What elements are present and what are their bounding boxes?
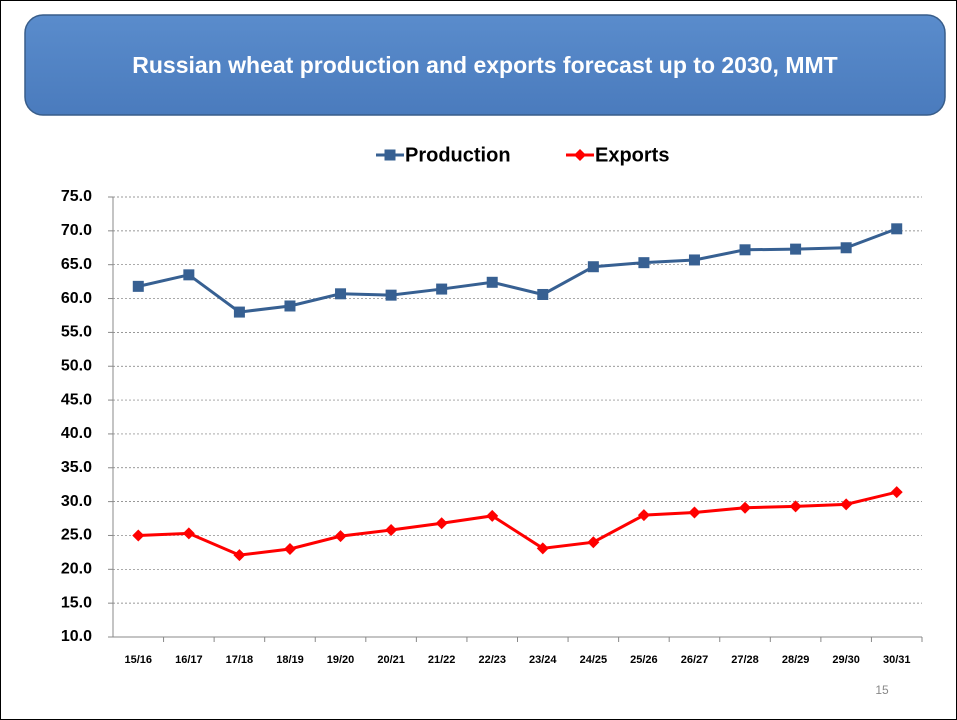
- x-tick-label: 19/20: [327, 654, 355, 666]
- data-point: [840, 498, 853, 511]
- data-point: [486, 509, 499, 522]
- y-tick-label: 20.0: [61, 561, 92, 578]
- legend-label: Production: [405, 144, 511, 166]
- data-point: [587, 536, 600, 549]
- x-tick-label: 29/30: [832, 654, 860, 666]
- x-tick-label: 22/23: [478, 654, 506, 666]
- y-tick-label: 25.0: [61, 527, 92, 544]
- data-point: [385, 289, 397, 301]
- data-point: [132, 529, 145, 542]
- data-point: [284, 300, 296, 312]
- x-tick-label: 17/18: [226, 654, 254, 666]
- data-point: [283, 543, 296, 555]
- x-tick-label: 15/16: [125, 654, 153, 666]
- data-point: [688, 506, 701, 519]
- legend-label: Exports: [595, 144, 669, 166]
- data-point: [739, 244, 751, 256]
- y-tick-label: 55.0: [61, 324, 92, 341]
- y-tick-label: 70.0: [61, 222, 92, 239]
- data-point: [183, 269, 195, 281]
- x-tick-label: 28/29: [782, 654, 810, 666]
- data-point: [637, 509, 650, 522]
- data-point: [638, 257, 650, 269]
- x-tick-label: 21/22: [428, 654, 456, 666]
- y-tick-label: 50.0: [61, 357, 92, 374]
- y-tick-label: 30.0: [61, 493, 92, 510]
- y-tick-label: 60.0: [61, 290, 92, 307]
- data-point: [335, 288, 347, 300]
- x-tick-label: 24/25: [580, 654, 608, 666]
- data-point: [385, 524, 398, 537]
- y-tick-label: 10.0: [61, 628, 92, 645]
- chart-title: Russian wheat production and exports for…: [132, 52, 837, 78]
- data-point: [486, 276, 498, 288]
- x-tick-label: 16/17: [175, 654, 203, 666]
- x-tick-label: 30/31: [883, 654, 911, 666]
- y-tick-label: 45.0: [61, 391, 92, 408]
- data-point: [739, 501, 752, 514]
- data-point: [789, 500, 802, 513]
- y-tick-label: 65.0: [61, 256, 92, 273]
- data-point: [688, 254, 700, 266]
- x-tick-label: 18/19: [276, 654, 304, 666]
- x-tick-label: 23/24: [529, 654, 557, 666]
- y-tick-label: 40.0: [61, 425, 92, 442]
- data-point: [790, 243, 802, 255]
- data-point: [435, 517, 448, 530]
- data-point: [891, 223, 903, 235]
- series-line: [137, 227, 898, 314]
- y-tick-label: 15.0: [61, 594, 92, 611]
- data-point: [334, 530, 347, 543]
- data-point: [132, 280, 144, 292]
- x-tick-label: 25/26: [630, 654, 658, 666]
- data-point: [233, 306, 245, 318]
- data-point: [233, 549, 246, 562]
- x-tick-label: 20/21: [377, 654, 405, 666]
- data-point: [436, 283, 448, 295]
- data-point: [890, 486, 903, 499]
- x-tick-label: 27/28: [731, 654, 759, 666]
- title-box: [24, 14, 946, 116]
- legend-marker: [574, 149, 586, 161]
- data-point: [537, 288, 549, 300]
- data-point: [536, 542, 549, 555]
- data-point: [840, 242, 852, 254]
- page-number: 15: [875, 683, 889, 697]
- data-point: [587, 261, 599, 273]
- y-tick-label: 75.0: [61, 188, 92, 205]
- series-line: [138, 490, 898, 557]
- legend-marker: [384, 149, 396, 161]
- y-tick-label: 35.0: [61, 459, 92, 476]
- x-tick-label: 26/27: [681, 654, 709, 666]
- data-point: [182, 527, 195, 540]
